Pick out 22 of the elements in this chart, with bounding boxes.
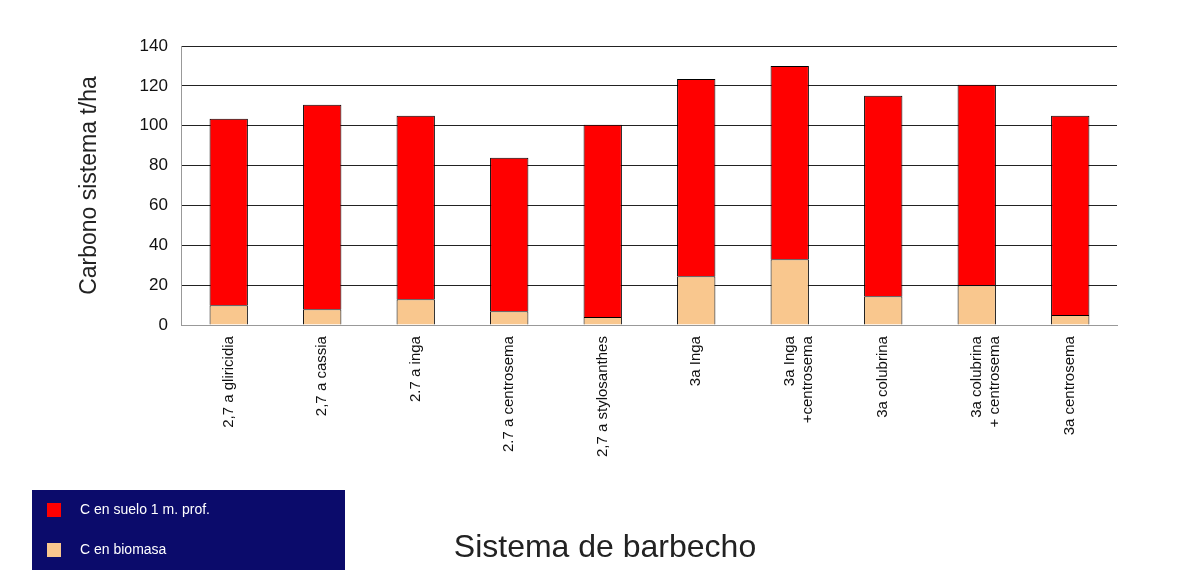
x-tick-label: 3a Inga (686, 335, 704, 387)
x-tick-label: 3a Inga +centrosema (779, 335, 815, 424)
legend-label: C en biomasa (80, 540, 167, 557)
y-tick-label: 40 (149, 235, 168, 255)
x-tick-label: 3a centrosema (1060, 335, 1078, 436)
y-tick-label: 80 (149, 155, 168, 175)
y-tick-label: 0 (158, 314, 168, 334)
x-tick-label: 3a colubrina (873, 335, 891, 418)
y-tick-label: 60 (149, 195, 168, 215)
x-tick-label: 2.7 a inga (405, 335, 423, 402)
y-axis-title: Carbono sistema t/ha (75, 76, 102, 295)
x-tick-label: 2.7 a centrosema (499, 335, 517, 452)
x-tick-label: 2,7 a cassia (312, 335, 330, 417)
x-tick-label: 3a colubrina + centrosema (966, 335, 1002, 428)
y-tick-label: 140 (139, 35, 168, 55)
y-tick-label: 20 (149, 274, 168, 294)
x-axis-title: Sistema de barbecho (453, 527, 757, 564)
legend-label: C en suelo 1 m. prof. (80, 500, 210, 517)
x-tick-label: 2,7 a stylosanthes (592, 336, 610, 458)
y-tick-label: 100 (139, 115, 168, 135)
x-tick-label: 2,7 a gliricidia (218, 335, 236, 428)
y-tick-label: 120 (139, 75, 168, 95)
